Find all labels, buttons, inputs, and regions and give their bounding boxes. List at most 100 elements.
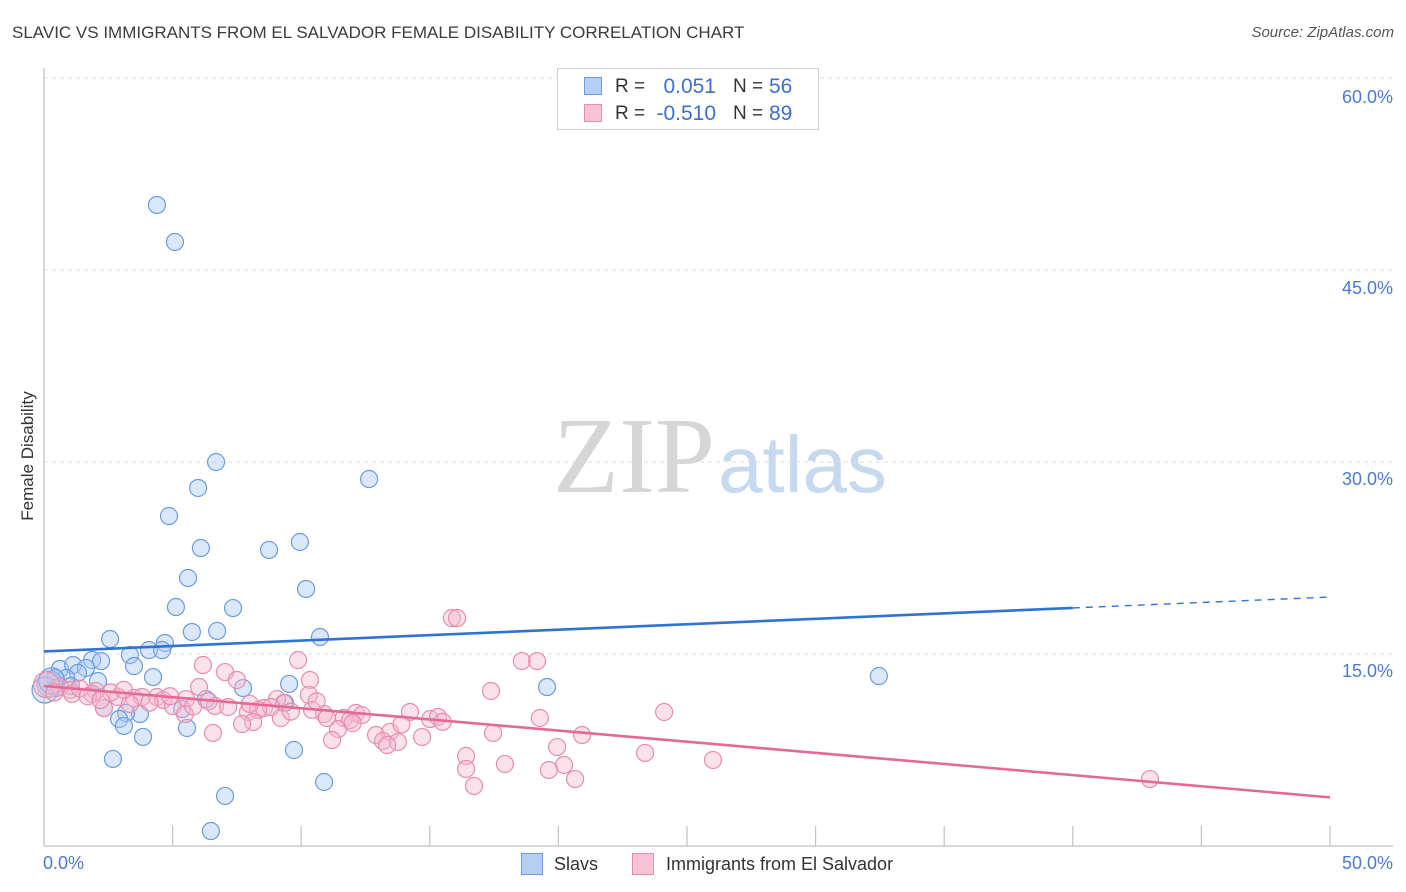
slavs-point: [91, 651, 111, 671]
salvador-point: [114, 680, 133, 699]
source-credit: Source: ZipAtlas.com: [1251, 24, 1394, 41]
salvador-point: [189, 677, 209, 697]
slavs-point: [166, 597, 186, 617]
slavs-point: [537, 677, 557, 697]
chart-title: SLAVIC VS IMMIGRANTS FROM EL SALVADOR FE…: [12, 23, 745, 42]
slavs-point: [165, 232, 185, 252]
slavs-point: [296, 579, 316, 599]
slavs-point: [869, 666, 888, 686]
n-value: 89: [769, 102, 793, 125]
x-tick-label-0: 0.0%: [43, 853, 85, 873]
salvador-point: [271, 708, 290, 728]
slavs-point: [280, 674, 299, 694]
slavs-point: [159, 506, 179, 526]
watermark-atlas: atlas: [718, 420, 887, 509]
slavs-trendline: [43, 606, 1073, 653]
legend-swatch-slavs: [521, 853, 543, 875]
salvador-point: [203, 723, 223, 743]
salvador-point: [635, 743, 655, 763]
slavs-point: [152, 640, 172, 660]
salvador-point: [91, 690, 110, 710]
slavs-point: [207, 621, 227, 641]
slavs-point: [101, 629, 120, 649]
y-tick-label-15: 15.0%: [1341, 661, 1393, 681]
salvador-swatch: [584, 104, 602, 122]
salvador-point: [456, 759, 476, 779]
r-label: R =: [615, 76, 646, 97]
salvador-point: [548, 737, 567, 757]
correlation-legend: R = 0.051 N = 56 R = -0.510 N = 89: [557, 68, 819, 130]
slavs-point: [310, 627, 330, 647]
slavs-point: [223, 598, 243, 618]
salvador-point: [227, 670, 246, 690]
slavs-point: [103, 749, 123, 769]
n-label: N =: [733, 76, 764, 97]
legend-row-salvador: R = -0.510 N = 89: [558, 101, 818, 127]
salvador-point: [388, 732, 408, 752]
legend-label-salvador: Immigrants from El Salvador: [666, 854, 894, 874]
y-tick-label-45: 45.0%: [1341, 278, 1393, 298]
salvador-point: [495, 754, 515, 774]
slavs-point: [182, 622, 201, 642]
salvador-point: [483, 723, 503, 743]
salvador-point: [566, 769, 585, 789]
salvador-point: [32, 671, 61, 699]
slavs-trendline-extension: [1072, 596, 1331, 609]
slavs-point: [201, 821, 221, 841]
salvador-point: [1140, 769, 1160, 789]
x-tick-label-50: 50.0%: [1341, 853, 1393, 873]
salvador-point: [343, 714, 362, 733]
slavs-point: [188, 478, 208, 498]
n-label: N =: [733, 103, 764, 124]
y-axis-label: Female Disability: [18, 391, 37, 521]
salvador-point: [530, 708, 549, 728]
salvador-point: [527, 651, 547, 671]
salvador-point: [447, 608, 467, 628]
salvador-point: [307, 692, 326, 711]
slavs-points: [31, 195, 888, 841]
slavs-point: [143, 667, 163, 687]
salvador-point: [442, 608, 462, 628]
salvador-point: [244, 712, 263, 732]
slavs-point: [177, 718, 197, 738]
slavs-point: [284, 740, 304, 760]
r-value: 0.051: [663, 75, 716, 98]
watermark-zip: ZIP: [553, 397, 715, 516]
salvador-point: [289, 650, 308, 670]
slavs-point: [215, 786, 235, 806]
salvador-point: [412, 727, 432, 747]
r-label: R =: [615, 103, 646, 124]
slavs-point: [290, 532, 310, 552]
legend-row-slavs: R = 0.051 N = 56: [558, 74, 818, 100]
salvador-point: [300, 670, 320, 690]
salvador-point: [539, 760, 558, 780]
salvador-point: [554, 755, 574, 775]
legend-swatch-salvador: [632, 853, 654, 875]
slavs-point: [124, 656, 144, 676]
salvador-point: [232, 714, 252, 734]
salvador-point: [655, 702, 674, 722]
salvador-point: [703, 750, 723, 770]
slavs-point: [133, 727, 153, 747]
slavs-point: [147, 195, 167, 215]
salvador-point: [193, 655, 213, 675]
salvador-point: [572, 725, 592, 745]
slavs-point: [206, 452, 226, 472]
salvador-point: [378, 735, 397, 755]
salvador-point: [456, 746, 476, 766]
salvador-point: [512, 651, 531, 671]
salvador-point: [322, 730, 342, 750]
watermark: ZIP atlas: [553, 397, 887, 516]
salvador-trendline: [43, 684, 1331, 799]
legend-label-slavs: Slavs: [554, 854, 599, 874]
slavs-point: [191, 538, 210, 558]
slavs-swatch: [584, 77, 602, 95]
y-tick-label-30: 30.0%: [1341, 469, 1393, 489]
slavs-point: [259, 540, 279, 560]
salvador-point: [464, 776, 484, 796]
r-value: -0.510: [656, 102, 716, 125]
salvador-point: [481, 681, 501, 701]
slavs-point: [114, 716, 134, 736]
y-tick-label-60: 60.0%: [1341, 87, 1393, 107]
